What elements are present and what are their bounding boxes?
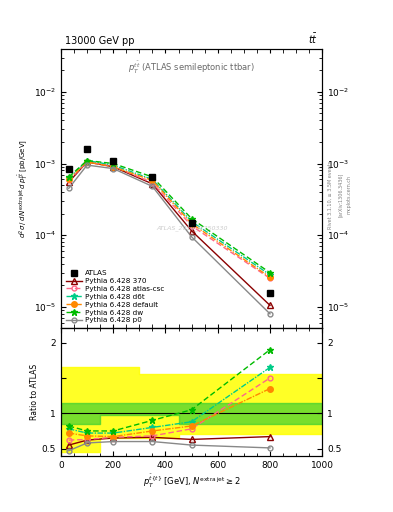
Pythia 6.428 370 <box>85 159 90 165</box>
Pythia 6.428 d6t <box>150 176 155 182</box>
Pythia 6.428 370 <box>268 302 272 308</box>
Pythia 6.428 p0 <box>268 311 272 317</box>
Pythia 6.428 dw <box>66 174 71 180</box>
Text: mcplots.cern.ch: mcplots.cern.ch <box>347 175 352 214</box>
ATLAS <box>189 220 194 226</box>
Text: 13000 GeV pp: 13000 GeV pp <box>65 36 134 46</box>
Y-axis label: $d^2\sigma\,/\,d\,N^{\mathrm{extra\,jet}}\,d\,p_T^{t\bar{t}}$ [pb/GeV]: $d^2\sigma\,/\,d\,N^{\mathrm{extra\,jet}… <box>17 139 31 238</box>
Pythia 6.428 dw <box>85 158 90 164</box>
Text: ATLAS_2019_I1750330: ATLAS_2019_I1750330 <box>156 225 227 230</box>
Pythia 6.428 atlas-csc <box>150 180 155 186</box>
X-axis label: $p_T^{\bar{t}\{t\}}$ [GeV], $N^{\mathrm{extra\,jet}} \geq 2$: $p_T^{\bar{t}\{t\}}$ [GeV], $N^{\mathrm{… <box>143 472 241 490</box>
Text: $t\bar{t}$: $t\bar{t}$ <box>309 32 318 46</box>
Pythia 6.428 atlas-csc <box>66 177 71 183</box>
Line: Pythia 6.428 dw: Pythia 6.428 dw <box>65 157 274 276</box>
Line: Pythia 6.428 370: Pythia 6.428 370 <box>66 159 273 308</box>
Pythia 6.428 370 <box>150 181 155 187</box>
Pythia 6.428 p0 <box>111 165 116 172</box>
Pythia 6.428 d6t <box>189 219 194 225</box>
Pythia 6.428 dw <box>189 216 194 222</box>
Pythia 6.428 default <box>66 176 71 182</box>
Pythia 6.428 d6t <box>268 272 272 278</box>
ATLAS <box>111 158 116 164</box>
Legend: ATLAS, Pythia 6.428 370, Pythia 6.428 atlas-csc, Pythia 6.428 d6t, Pythia 6.428 : ATLAS, Pythia 6.428 370, Pythia 6.428 at… <box>64 269 165 325</box>
Text: [arXiv:1306.3436]: [arXiv:1306.3436] <box>338 173 343 217</box>
Pythia 6.428 p0 <box>150 183 155 189</box>
Pythia 6.428 370 <box>111 164 116 170</box>
Pythia 6.428 default <box>189 221 194 227</box>
Pythia 6.428 default <box>150 177 155 183</box>
Pythia 6.428 atlas-csc <box>85 159 90 165</box>
Pythia 6.428 default <box>85 159 90 165</box>
Pythia 6.428 dw <box>111 160 116 166</box>
Line: Pythia 6.428 atlas-csc: Pythia 6.428 atlas-csc <box>66 160 272 281</box>
Line: Pythia 6.428 p0: Pythia 6.428 p0 <box>66 163 272 316</box>
ATLAS <box>66 165 71 172</box>
Pythia 6.428 p0 <box>189 233 194 240</box>
Text: $p_T^{t\bar{t}}$ (ATLAS semileptonic ttbar): $p_T^{t\bar{t}}$ (ATLAS semileptonic ttb… <box>128 60 255 76</box>
Pythia 6.428 default <box>111 164 116 170</box>
Pythia 6.428 370 <box>189 228 194 234</box>
Pythia 6.428 d6t <box>111 162 116 168</box>
Pythia 6.428 atlas-csc <box>111 163 116 169</box>
Line: Pythia 6.428 default: Pythia 6.428 default <box>66 159 273 280</box>
Pythia 6.428 p0 <box>85 162 90 168</box>
Pythia 6.428 d6t <box>66 175 71 181</box>
Pythia 6.428 dw <box>150 174 155 180</box>
Pythia 6.428 atlas-csc <box>268 275 272 282</box>
Pythia 6.428 dw <box>268 270 272 276</box>
ATLAS <box>85 146 90 152</box>
Line: Pythia 6.428 d6t: Pythia 6.428 d6t <box>65 157 274 279</box>
Text: Rivet 3.1.10, ≥ 3.5M events: Rivet 3.1.10, ≥ 3.5M events <box>328 160 333 229</box>
Pythia 6.428 atlas-csc <box>189 223 194 229</box>
Y-axis label: Ratio to ATLAS: Ratio to ATLAS <box>30 364 39 420</box>
Pythia 6.428 p0 <box>66 185 71 191</box>
Pythia 6.428 d6t <box>85 158 90 164</box>
ATLAS <box>150 174 155 180</box>
Line: ATLAS: ATLAS <box>66 146 273 296</box>
Pythia 6.428 370 <box>66 179 71 185</box>
ATLAS <box>268 290 272 296</box>
Pythia 6.428 default <box>268 274 272 280</box>
